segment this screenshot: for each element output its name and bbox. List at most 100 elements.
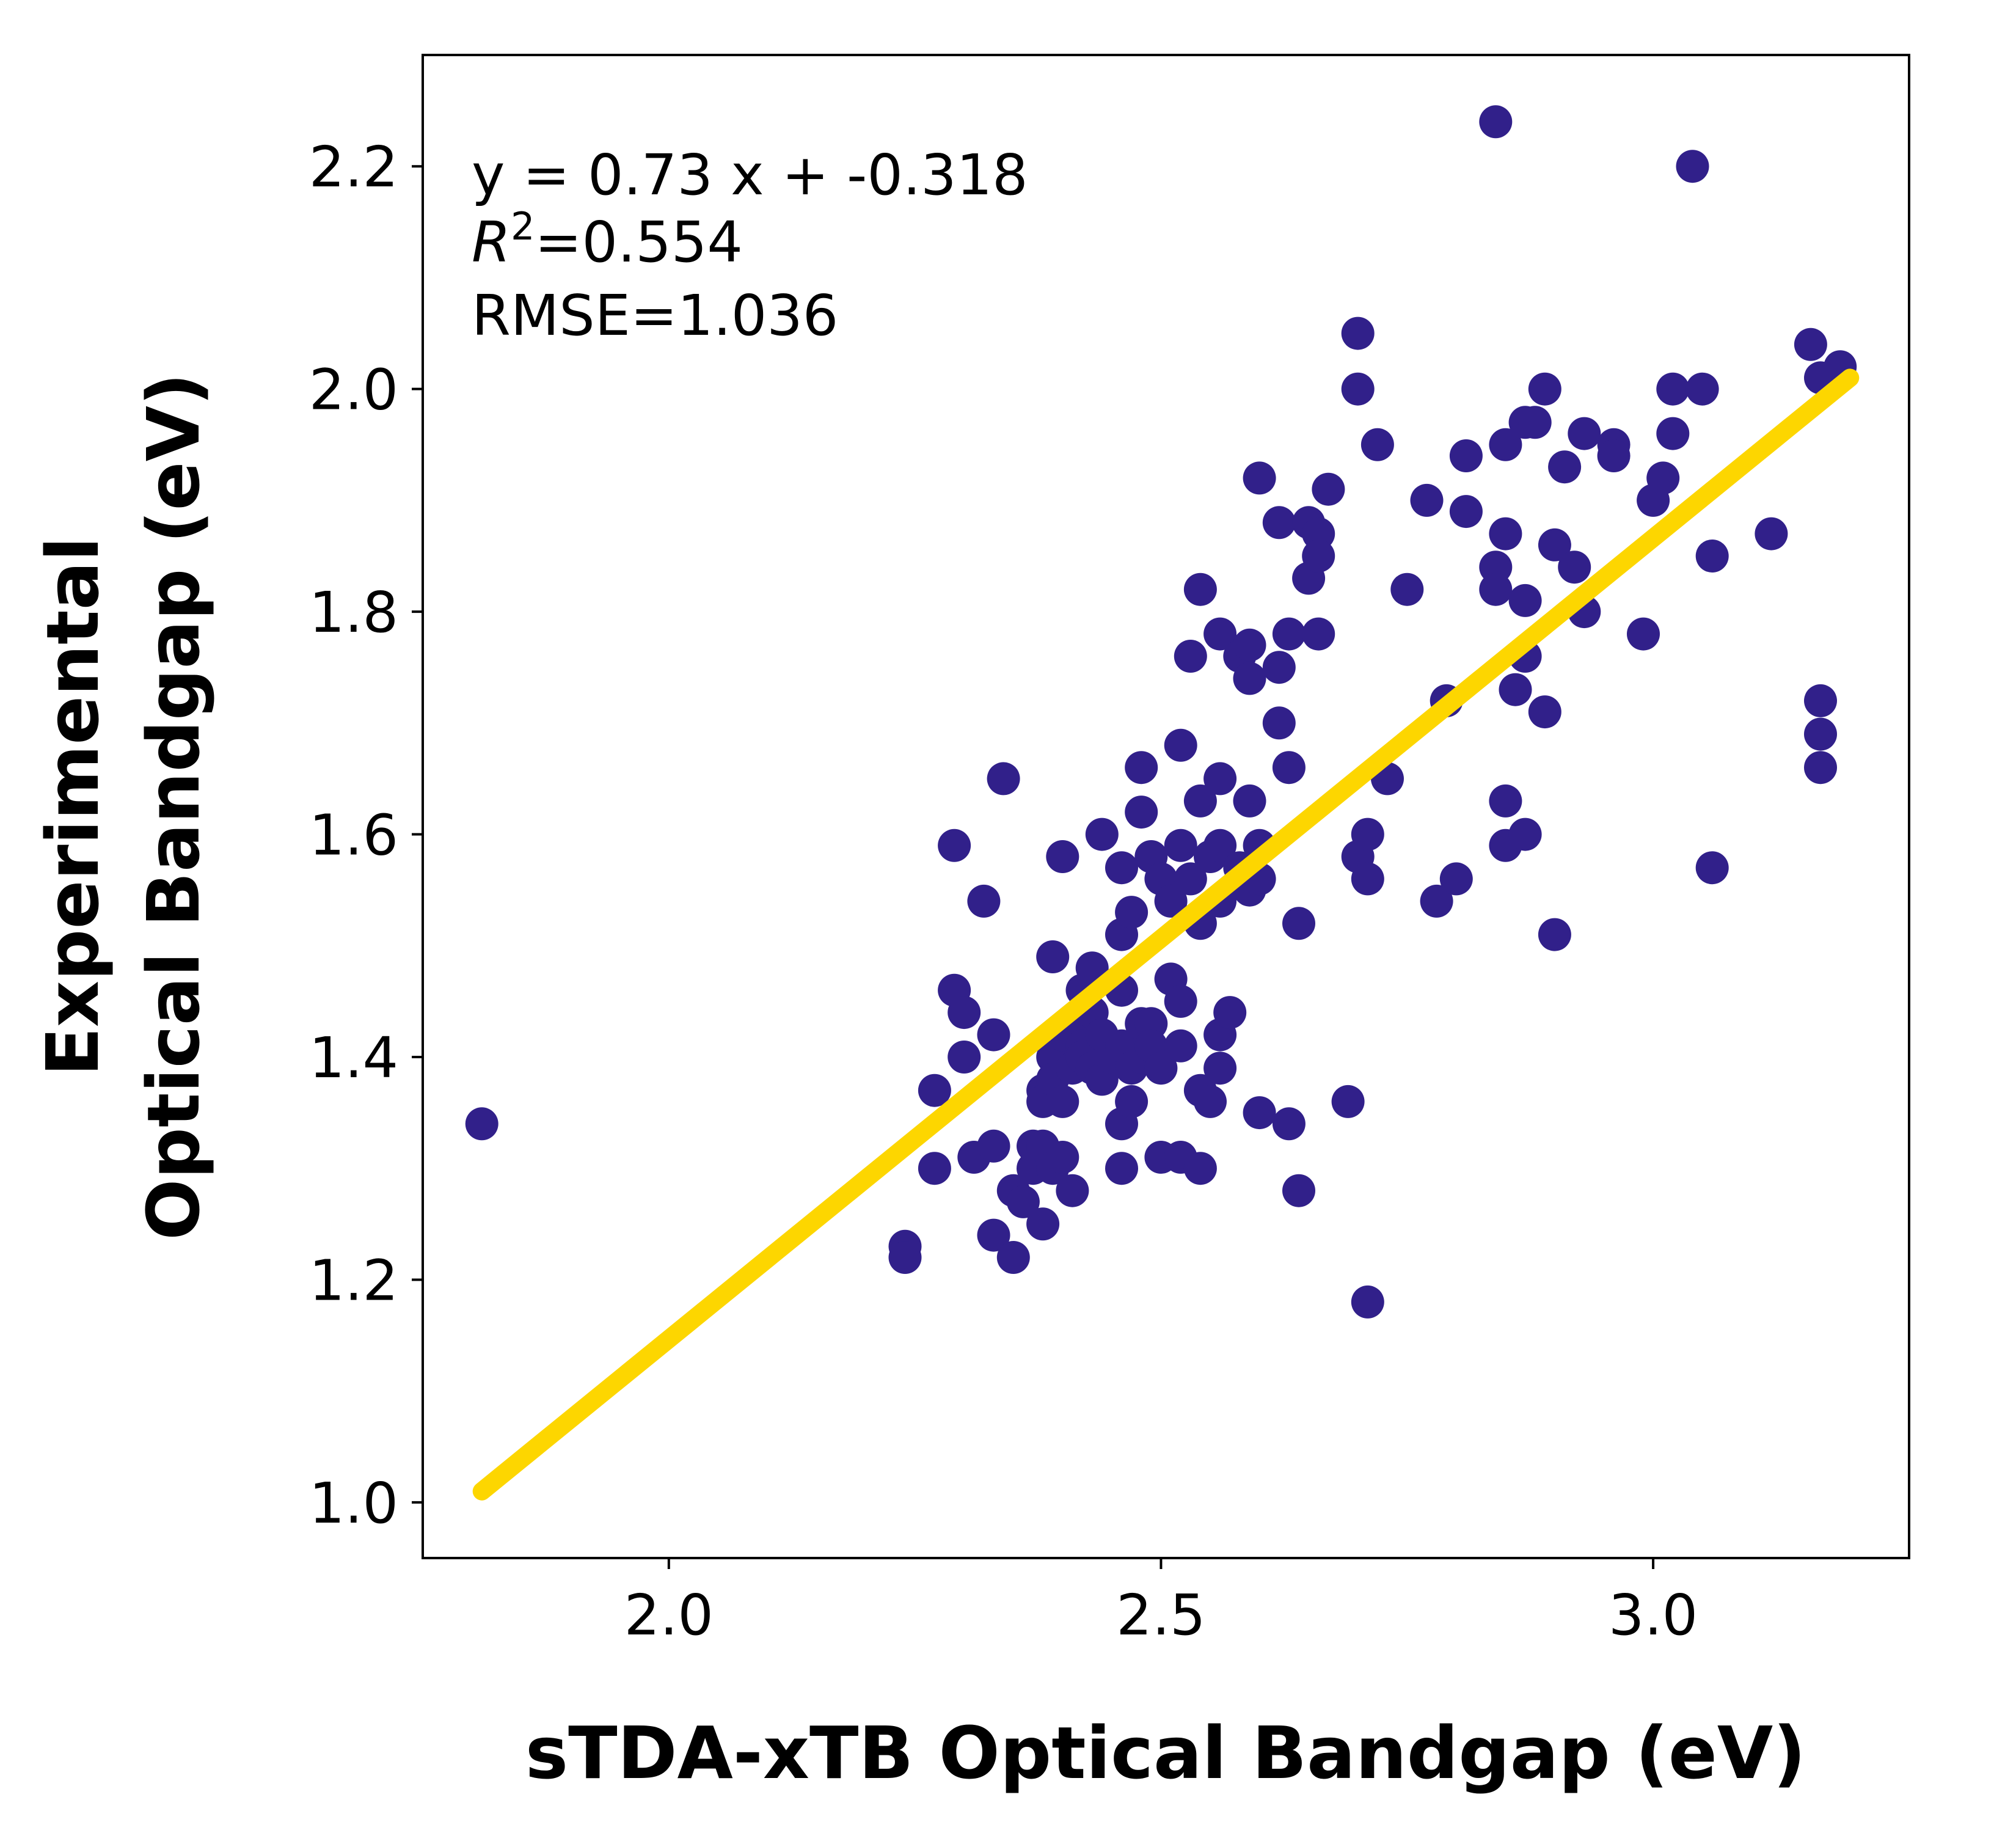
data-point bbox=[977, 1129, 1010, 1163]
data-point bbox=[977, 1018, 1010, 1052]
data-point bbox=[1164, 728, 1197, 762]
data-point bbox=[1105, 851, 1138, 885]
data-point bbox=[1272, 1107, 1306, 1141]
data-point bbox=[1528, 695, 1561, 729]
fit-line bbox=[472, 368, 1860, 1501]
x-axis-ticks: 2.0 2.5 3.0 bbox=[624, 1558, 1698, 1648]
data-point bbox=[1351, 818, 1384, 851]
r-squared-value: =0.554 bbox=[535, 210, 742, 275]
data-point bbox=[1164, 1029, 1197, 1063]
data-point bbox=[1183, 1152, 1217, 1185]
data-point bbox=[918, 1152, 951, 1185]
data-point bbox=[1420, 884, 1453, 918]
y-axis-ticks: 1.0 1.2 1.4 1.6 1.8 2.0 2.2 bbox=[309, 134, 423, 1536]
data-point bbox=[1203, 829, 1237, 862]
data-point bbox=[1233, 784, 1266, 818]
data-point bbox=[987, 762, 1020, 796]
data-point bbox=[1272, 751, 1306, 785]
data-point bbox=[1302, 617, 1335, 651]
data-point bbox=[1489, 784, 1522, 818]
data-point bbox=[948, 1041, 981, 1074]
data-point bbox=[1233, 628, 1266, 662]
r-squared-annotation: R2=0.554 bbox=[472, 204, 743, 275]
data-point bbox=[1489, 428, 1522, 461]
y-tick-label: 1.2 bbox=[309, 1248, 398, 1313]
data-point bbox=[1558, 551, 1591, 584]
data-point bbox=[1164, 829, 1197, 862]
data-point bbox=[1194, 1085, 1227, 1118]
data-point bbox=[1351, 1285, 1384, 1319]
data-point bbox=[1390, 573, 1424, 606]
data-point bbox=[1262, 651, 1296, 684]
y-tick-label: 1.0 bbox=[309, 1471, 398, 1536]
scatter-points bbox=[465, 105, 1857, 1319]
data-point bbox=[1341, 372, 1375, 406]
data-point bbox=[948, 996, 981, 1030]
data-point bbox=[1685, 372, 1719, 406]
data-point bbox=[465, 1107, 499, 1141]
data-point bbox=[1272, 617, 1306, 651]
data-point bbox=[1164, 984, 1197, 1018]
data-point bbox=[918, 1074, 951, 1107]
data-point bbox=[1085, 818, 1119, 851]
fit-line-layer bbox=[472, 368, 1860, 1501]
data-point bbox=[1282, 907, 1315, 940]
data-point bbox=[1508, 818, 1542, 851]
data-point bbox=[1115, 896, 1149, 929]
data-point bbox=[1056, 1174, 1089, 1207]
x-axis-title: sTDA-xTB Optical Bandgap (eV) bbox=[525, 1711, 1806, 1795]
data-point bbox=[996, 1241, 1030, 1274]
data-point bbox=[1233, 662, 1266, 695]
data-point bbox=[1627, 617, 1660, 651]
data-point bbox=[1213, 996, 1247, 1030]
data-point bbox=[1479, 573, 1513, 606]
data-point bbox=[1203, 1052, 1237, 1085]
data-point bbox=[1125, 796, 1158, 829]
plot-area-frame bbox=[422, 54, 1910, 1559]
rmse-annotation: RMSE=1.036 bbox=[472, 283, 838, 348]
data-point bbox=[1804, 684, 1837, 717]
y-tick-label: 1.8 bbox=[309, 580, 398, 645]
y-tick-label: 2.0 bbox=[309, 357, 398, 423]
y-tick-label: 1.6 bbox=[309, 803, 398, 868]
data-point bbox=[1302, 540, 1335, 573]
data-point bbox=[967, 884, 1001, 918]
data-point bbox=[1105, 1152, 1138, 1185]
data-point bbox=[1046, 1085, 1079, 1118]
data-point bbox=[1695, 540, 1729, 573]
data-point bbox=[1154, 884, 1188, 918]
data-point bbox=[1262, 706, 1296, 740]
data-point bbox=[1528, 372, 1561, 406]
data-point bbox=[1351, 862, 1384, 896]
data-point bbox=[1449, 439, 1483, 472]
data-point bbox=[1144, 1052, 1178, 1085]
y-tick-label: 1.4 bbox=[309, 1025, 398, 1091]
data-point bbox=[1804, 751, 1837, 785]
data-point bbox=[1026, 1207, 1060, 1241]
data-point bbox=[938, 829, 971, 862]
data-point bbox=[1538, 528, 1571, 562]
data-point bbox=[1676, 150, 1709, 183]
data-point bbox=[1183, 573, 1217, 606]
x-tick-label: 2.5 bbox=[1116, 1582, 1205, 1648]
data-point bbox=[1282, 1174, 1315, 1207]
data-point bbox=[1794, 327, 1827, 361]
data-point bbox=[1262, 506, 1296, 540]
data-point bbox=[1804, 717, 1837, 751]
x-tick-label: 2.0 bbox=[624, 1582, 714, 1648]
data-point bbox=[1203, 617, 1237, 651]
data-point bbox=[1489, 517, 1522, 551]
data-point bbox=[1508, 584, 1542, 617]
data-point bbox=[1479, 105, 1513, 139]
y-tick-label: 2.2 bbox=[309, 134, 398, 200]
data-point bbox=[977, 1218, 1010, 1252]
data-point bbox=[1125, 751, 1158, 785]
data-point bbox=[1597, 439, 1631, 472]
data-point bbox=[1410, 483, 1444, 517]
data-point bbox=[1341, 316, 1375, 350]
data-point bbox=[1656, 417, 1690, 450]
data-point bbox=[1036, 940, 1070, 973]
data-point bbox=[1312, 472, 1345, 506]
data-point bbox=[1439, 862, 1473, 896]
